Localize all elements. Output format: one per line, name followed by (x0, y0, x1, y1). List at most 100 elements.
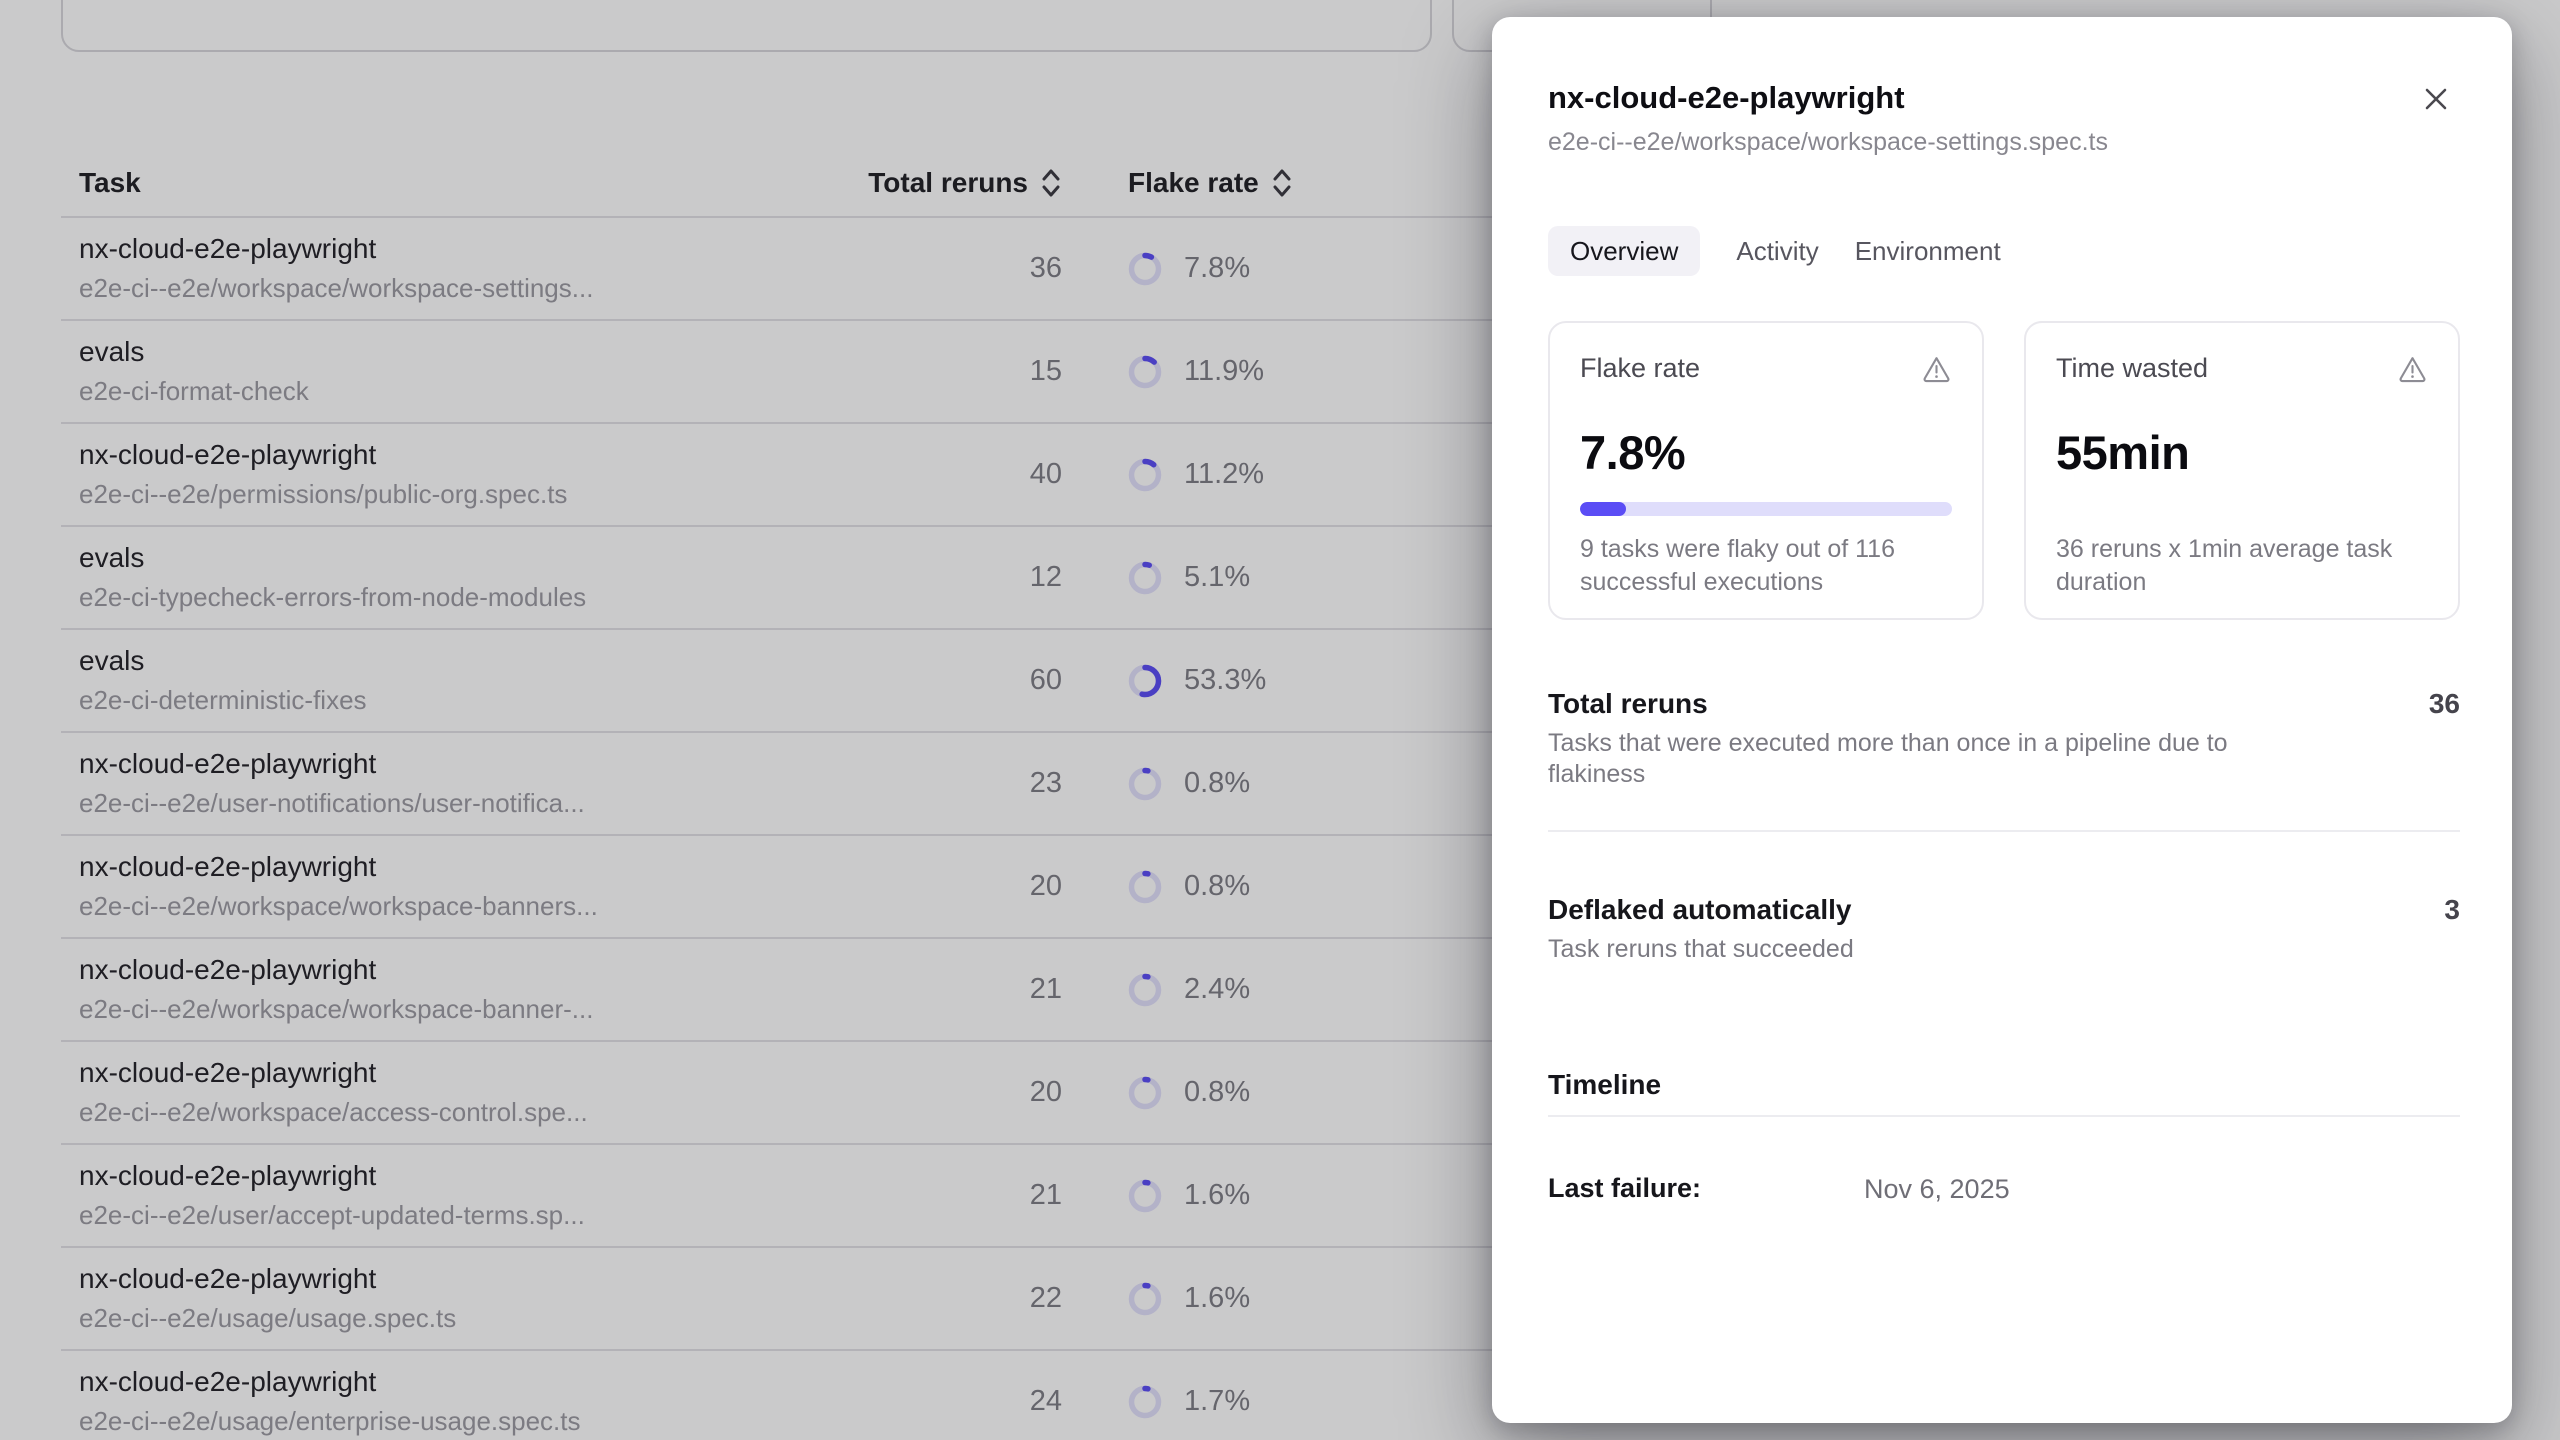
close-button[interactable] (2418, 81, 2454, 117)
task-target: e2e-ci--e2e/user/accept-updated-terms.sp… (79, 1200, 585, 1231)
divider (1548, 830, 2460, 832)
total-reruns-cell: 40 (1029, 458, 1062, 490)
task-cell: nx-cloud-e2e-playwright e2e-ci--e2e/user… (61, 748, 842, 817)
time-wasted-card: Time wasted 55min 36 reruns x 1min avera… (2024, 321, 2460, 620)
task-target: e2e-ci--e2e/usage/enterprise-usage.spec.… (79, 1406, 581, 1437)
flake-rate-text: 1.7% (1184, 1385, 1251, 1417)
flake-rate-donut-icon (1128, 1179, 1162, 1212)
total-reruns-cell: 21 (1029, 973, 1062, 1005)
stat-cards: Flake rate 7.8% 9 tasks were flaky out o… (1548, 321, 2460, 620)
flake-rate-text: 0.8% (1184, 1076, 1251, 1108)
flake-rate-cell: 1.6% (1062, 1179, 1510, 1213)
flake-rate-cell: 0.8% (1062, 1076, 1510, 1110)
flake-rate-cell: 53.3% (1062, 664, 1510, 698)
flake-rate-donut-icon (1128, 252, 1162, 285)
task-cell: nx-cloud-e2e-playwright e2e-ci--e2e/work… (61, 1057, 842, 1126)
flake-rate-donut-icon (1128, 458, 1162, 491)
sort-icon (1273, 169, 1291, 197)
last-failure-row: Last failure: Nov 6, 2025 (1548, 1173, 2460, 1207)
flake-rate-text: 7.8% (1184, 252, 1251, 284)
flake-rate-value: 7.8% (1580, 426, 1686, 479)
flake-rate-text: 0.8% (1184, 870, 1251, 902)
table-row[interactable]: nx-cloud-e2e-playwright e2e-ci--e2e/usag… (61, 1351, 1510, 1440)
task-target: e2e-ci--e2e/workspace/workspace-settings… (79, 273, 594, 304)
flake-rate-cell: 0.8% (1062, 767, 1510, 801)
table-row[interactable]: evals e2e-ci-typecheck-errors-from-node-… (61, 527, 1510, 630)
total-reruns-cell: 21 (1029, 1179, 1062, 1211)
column-header-task: Task (79, 167, 141, 198)
task-name: evals (79, 336, 145, 368)
task-detail-panel: nx-cloud-e2e-playwright e2e-ci--e2e/work… (1492, 17, 2512, 1423)
task-target: e2e-ci-typecheck-errors-from-node-module… (79, 582, 587, 613)
table-row[interactable]: nx-cloud-e2e-playwright e2e-ci--e2e/user… (61, 1145, 1510, 1248)
total-reruns-cell: 20 (1029, 870, 1062, 902)
divider (1548, 1115, 2460, 1117)
flake-rate-text: 11.9% (1184, 355, 1265, 387)
task-name: nx-cloud-e2e-playwright (79, 233, 377, 265)
table-row[interactable]: nx-cloud-e2e-playwright e2e-ci--e2e/work… (61, 1042, 1510, 1145)
flake-rate-cell: 1.6% (1062, 1282, 1510, 1316)
total-reruns-cell: 22 (1029, 1282, 1062, 1314)
tab-overview[interactable]: Overview (1548, 226, 1701, 276)
task-target: e2e-ci--e2e/workspace/workspace-banners.… (79, 891, 598, 922)
flake-rate-cell: 7.8% (1062, 252, 1510, 286)
time-wasted-card-title: Time wasted (2056, 353, 2209, 383)
task-cell: evals e2e-ci-format-check (61, 336, 842, 407)
task-name: nx-cloud-e2e-playwright (79, 1160, 377, 1192)
task-cell: nx-cloud-e2e-playwright e2e-ci--e2e/perm… (61, 439, 842, 508)
flake-rate-donut-icon (1128, 1385, 1162, 1418)
panel-title: nx-cloud-e2e-playwright (1548, 80, 1905, 115)
total-reruns-value: 36 (2428, 688, 2460, 719)
table-row[interactable]: nx-cloud-e2e-playwright e2e-ci--e2e/work… (61, 218, 1510, 321)
time-wasted-caption: 36 reruns x 1min average task duration (2056, 535, 2393, 596)
total-reruns-cell: 15 (1029, 355, 1062, 387)
flake-rate-text: 5.1% (1184, 561, 1251, 593)
tab-activity[interactable]: Activity (1736, 236, 1819, 266)
table-row[interactable]: nx-cloud-e2e-playwright e2e-ci--e2e/user… (61, 733, 1510, 836)
table-row[interactable]: evals e2e-ci-deterministic-fixes 60 53.3… (61, 630, 1510, 733)
task-target: e2e-ci-deterministic-fixes (79, 685, 367, 716)
table-row[interactable]: nx-cloud-e2e-playwright e2e-ci--e2e/usag… (61, 1248, 1510, 1351)
total-reruns-cell: 23 (1029, 767, 1062, 799)
task-target: e2e-ci-format-check (79, 376, 309, 407)
flake-rate-card: Flake rate 7.8% 9 tasks were flaky out o… (1548, 321, 1984, 620)
sort-icon (1042, 169, 1060, 197)
flake-rate-caption: 9 tasks were flaky out of 116 successful… (1580, 535, 1895, 596)
flake-rate-cell: 1.7% (1062, 1385, 1510, 1419)
deflaked-label: Deflaked automatically (1548, 894, 1852, 925)
task-name: nx-cloud-e2e-playwright (79, 439, 377, 471)
flake-rate-text: 53.3% (1184, 664, 1267, 696)
flake-rate-cell: 11.2% (1062, 458, 1510, 492)
tab-environment[interactable]: Environment (1854, 236, 2001, 266)
flaky-tasks-table: Task Total reruns Flake rate (61, 150, 1510, 1440)
total-reruns-cell: 36 (1029, 252, 1062, 284)
task-name: nx-cloud-e2e-playwright (79, 1263, 377, 1295)
task-name: evals (79, 542, 145, 574)
deflaked-description: Task reruns that succeeded (1548, 935, 1854, 963)
task-name: nx-cloud-e2e-playwright (79, 851, 377, 883)
total-reruns-cell: 20 (1029, 1076, 1062, 1108)
column-header-flake-rate[interactable]: Flake rate (1062, 167, 1510, 199)
total-reruns-section: Total reruns 36 Tasks that were executed… (1548, 688, 2460, 790)
flake-rate-text: 1.6% (1184, 1179, 1251, 1211)
close-icon (2425, 88, 2447, 110)
panel-subtitle: e2e-ci--e2e/workspace/workspace-settings… (1548, 128, 2108, 156)
table-row[interactable]: nx-cloud-e2e-playwright e2e-ci--e2e/work… (61, 836, 1510, 939)
column-header-total-reruns[interactable]: Total reruns (842, 167, 1062, 199)
deflaked-value: 3 (2444, 894, 2460, 925)
task-cell: nx-cloud-e2e-playwright e2e-ci--e2e/work… (61, 233, 842, 304)
time-wasted-value: 55min (2056, 426, 2190, 479)
task-cell: nx-cloud-e2e-playwright e2e-ci--e2e/work… (61, 954, 842, 1025)
task-target: e2e-ci--e2e/workspace/workspace-banner-.… (79, 994, 594, 1025)
flake-rate-donut-icon (1128, 1076, 1162, 1109)
table-row[interactable]: evals e2e-ci-format-check 15 11.9% (61, 321, 1510, 424)
flake-rate-cell: 11.9% (1062, 355, 1510, 389)
flake-rate-text: 0.8% (1184, 767, 1251, 799)
table-row[interactable]: nx-cloud-e2e-playwright e2e-ci--e2e/work… (61, 939, 1510, 1042)
task-name: nx-cloud-e2e-playwright (79, 1057, 377, 1089)
table-row[interactable]: nx-cloud-e2e-playwright e2e-ci--e2e/perm… (61, 424, 1510, 527)
total-reruns-cell: 12 (1029, 561, 1062, 593)
task-cell: nx-cloud-e2e-playwright e2e-ci--e2e/work… (61, 851, 842, 922)
task-name: evals (79, 645, 145, 677)
